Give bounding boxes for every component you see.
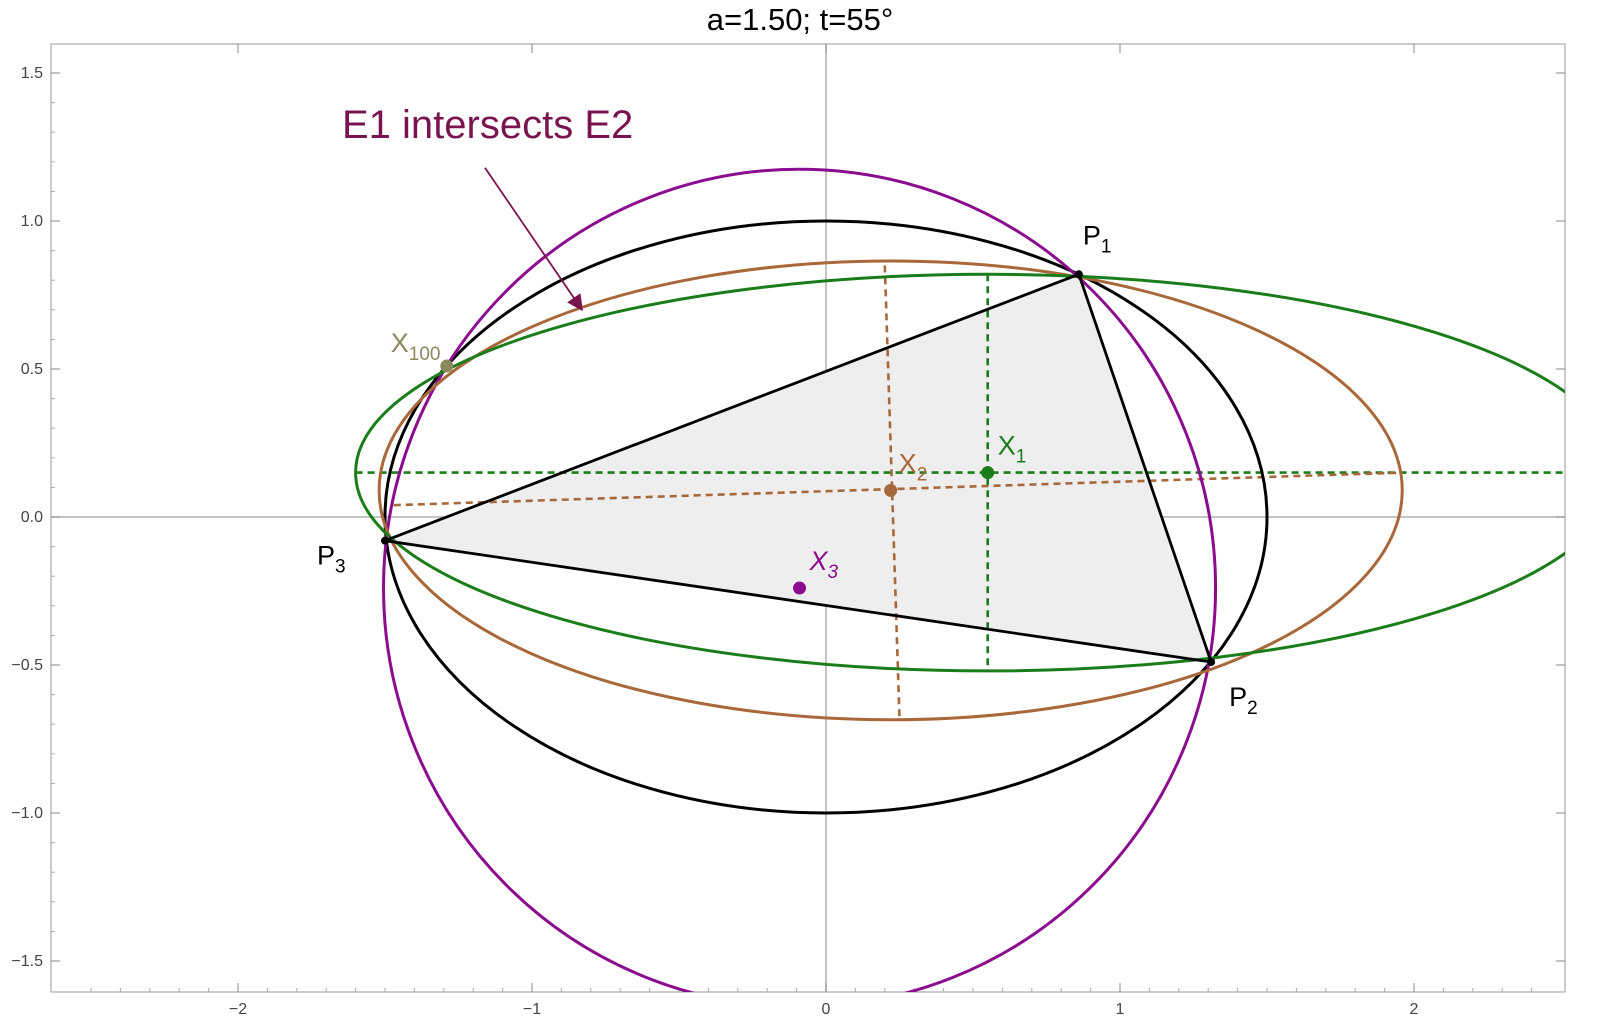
y-tick-label: 0.0 [21,509,43,526]
point-x1 [981,466,995,480]
vertex-dot [1074,270,1083,279]
green-ellipse [354,272,1565,673]
point-x3 [793,581,807,595]
brown-dashed-axis [393,471,1403,507]
brown-ellipse [377,259,1404,722]
label-p3: P3 [317,541,346,578]
brown-dashed-axis [883,265,901,719]
label-p1: P1 [1083,220,1112,257]
label-x3: X3 [809,546,839,583]
plot-frame [50,43,1566,993]
x-tick-label: −2 [229,1001,247,1018]
purple-ellipse [382,167,1217,992]
label-x100: X100 [391,328,441,365]
black-ellipse [383,219,1269,815]
y-tick-label: −1.0 [11,805,43,822]
point-x2 [884,483,898,497]
label-x1: X1 [998,431,1027,468]
annotation-arrow [484,167,583,312]
x-tick-label: 1 [1116,1001,1125,1018]
y-tick-label: 1.0 [21,213,43,230]
triangle-fill [385,274,1212,663]
triangle-outline [383,272,1213,664]
chart-title: a=1.50; t=55° [706,2,894,37]
label-x2: X2 [899,448,928,485]
label-p2: P2 [1229,682,1258,719]
vertex-dot [1207,658,1216,667]
y-tick-label: 1.5 [21,65,43,82]
x-tick-label: −1 [523,1001,541,1018]
x-tick-label: 2 [1410,1001,1419,1018]
y-tick-label: −0.5 [11,657,43,674]
y-tick-label: 0.5 [21,361,43,378]
annotation-text: E1 intersects E2 [342,103,633,147]
y-tick-label: −1.5 [11,953,43,970]
data-layer [354,167,1565,992]
vertex-dot [381,536,389,545]
x-tick-label: 0 [822,1001,831,1018]
point-x100 [440,359,454,373]
